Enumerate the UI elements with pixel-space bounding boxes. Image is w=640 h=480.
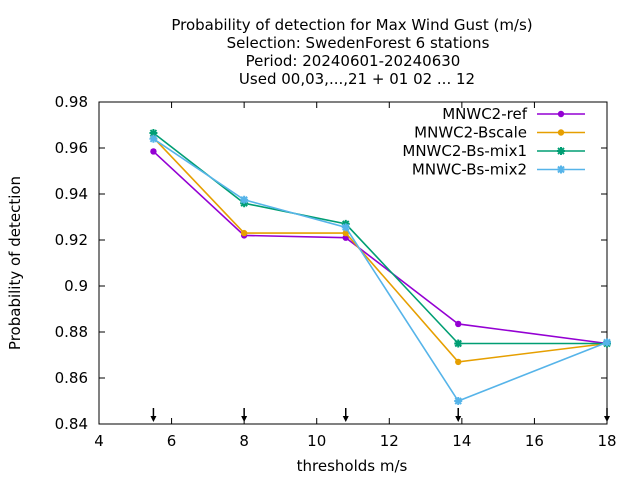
data-point [149,129,158,138]
title-line-3: Period: 20240601-20240630 [246,52,461,70]
x-tick-label: 6 [167,432,177,450]
x-axis-ticks: 4 6 8 10 12 14 16 18 [94,102,617,450]
legend-entry: MNWC-Bs-mix2 [412,161,585,179]
threshold-arrow-head [604,416,610,422]
y-tick-label: 0.94 [55,185,88,203]
threshold-arrow-head [241,416,248,422]
series-mnwc2-ref [150,148,611,347]
legend-label: MNWC2-Bscale [414,124,527,142]
data-point [240,195,249,204]
series-line [152,150,608,345]
data-point [454,339,463,348]
threshold-arrow [241,408,248,422]
chart-title: Probability of detection for Max Wind Gu… [171,16,532,88]
legend-label: MNWC2-ref [442,105,527,123]
data-point [455,358,462,366]
data-point [557,147,565,155]
data-point [149,134,158,143]
y-tick-label: 0.96 [55,139,88,157]
plot-frame [98,101,608,425]
x-tick-label: 8 [239,432,249,450]
data-point [150,148,157,155]
legend-label: MNWC-Bs-mix2 [412,161,527,179]
data-point [341,223,350,232]
legend-label: MNWC2-Bs-mix1 [402,142,527,160]
threshold-arrow-head [455,416,462,422]
x-tick-label: 14 [452,432,471,450]
x-tick-label: 4 [94,432,104,450]
x-tick-label: 16 [525,432,544,450]
x-tick-label: 10 [307,432,326,450]
data-point [557,165,565,174]
data-point [342,229,349,237]
data-point [454,397,463,405]
y-tick-label: 0.88 [55,323,88,341]
series-mnwc-bs-mix2 [149,134,611,405]
y-axis-ticks: 0.84 0.86 0.88 0.9 0.92 0.94 0.96 0.98 [55,93,607,433]
series-mnwc2-bs-mix1 [149,129,611,348]
x-tick-label: 12 [380,432,399,450]
data-point [603,338,611,347]
title-line-1: Probability of detection for Max Wind Gu… [171,16,532,34]
threshold-arrow [342,408,349,422]
series-group [149,129,611,405]
series-line [152,132,607,345]
y-tick-label: 0.86 [55,369,88,387]
data-point [557,110,565,118]
series-line [152,138,608,402]
data-point [455,320,462,328]
data-point [240,229,248,237]
y-tick-label: 0.92 [55,231,88,249]
threshold-arrow [455,408,462,422]
data-point [557,129,565,136]
y-axis-label: Probability of detection [6,176,24,350]
threshold-arrow-head [150,416,157,422]
series-line [152,137,608,363]
legend-entry: MNWC2-Bscale [414,124,585,142]
y-tick-label: 0.98 [55,93,88,111]
title-line-4: Used 00,03,...,21 + 01 02 ... 12 [239,70,475,88]
legend-entry: MNWC2-ref [442,105,585,123]
legend: MNWC2-refMNWC2-BscaleMNWC2-Bs-mix1MNWC-B… [402,105,585,179]
legend-entry: MNWC2-Bs-mix1 [402,142,585,160]
y-tick-label: 0.84 [55,415,88,433]
title-line-2: Selection: SwedenForest 6 stations [227,34,490,52]
y-tick-label: 0.9 [64,277,88,295]
x-tick-label: 18 [597,432,616,450]
threshold-arrow-head [342,416,349,422]
threshold-arrows [150,408,610,422]
threshold-arrow [604,408,610,422]
x-axis-label: thresholds m/s [297,457,408,475]
threshold-arrow [150,408,157,422]
